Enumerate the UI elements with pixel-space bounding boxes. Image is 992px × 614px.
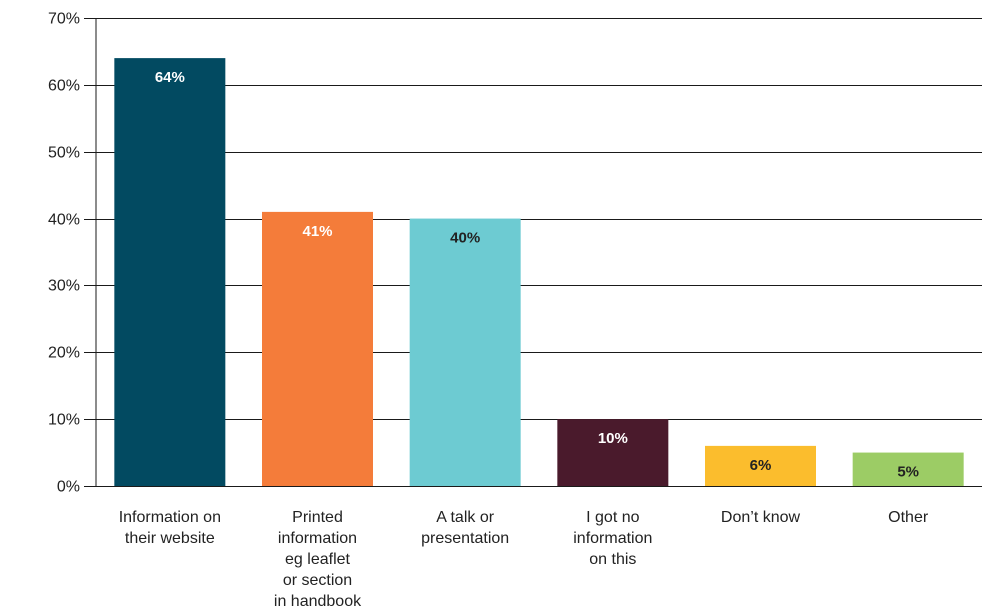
data-label-5: 5% <box>897 464 919 481</box>
bars <box>114 58 964 487</box>
data-label-1: 41% <box>302 223 332 240</box>
y-tick-label-60: 60% <box>48 78 80 95</box>
y-tick-label-30: 30% <box>48 278 80 295</box>
y-tick-label-50: 50% <box>48 145 80 162</box>
x-tick-label-1: Printed information eg leaflet or section in… <box>274 509 362 610</box>
y-tick-label-40: 40% <box>48 212 80 229</box>
y-tick-labels: 0% 10% 20% 30% 40% 50% 60% 70% <box>48 11 80 496</box>
x-tick-labels: Information on their website Printed inform… <box>119 509 929 610</box>
gridlines <box>84 18 982 487</box>
data-label-2: 40% <box>450 230 480 247</box>
bar-4 <box>705 445 816 486</box>
y-tick-label-70: 70% <box>48 11 80 28</box>
x-tick-label-3: I got no information on this <box>573 509 652 568</box>
bar-3 <box>557 419 669 486</box>
x-tick-label-2: A talk or presentation <box>421 509 509 547</box>
bar-0 <box>114 58 226 486</box>
data-label-4: 6% <box>750 457 772 474</box>
y-tick-label-20: 20% <box>48 345 80 362</box>
y-tick-label-10: 10% <box>48 412 80 429</box>
data-label-0: 64% <box>155 69 185 86</box>
x-tick-label-0: Information on their website <box>119 509 221 547</box>
bar-5 <box>852 452 964 486</box>
bar-2 <box>409 218 521 487</box>
bar-1 <box>262 211 373 486</box>
y-tick-label-0: 0% <box>57 479 80 496</box>
x-tick-label-4: Don’t know <box>721 509 801 526</box>
data-label-3: 10% <box>598 430 628 447</box>
x-tick-label-5: Other <box>888 509 929 526</box>
data-labels: 64% 41% 40% 10% 6% 5% <box>155 69 919 480</box>
